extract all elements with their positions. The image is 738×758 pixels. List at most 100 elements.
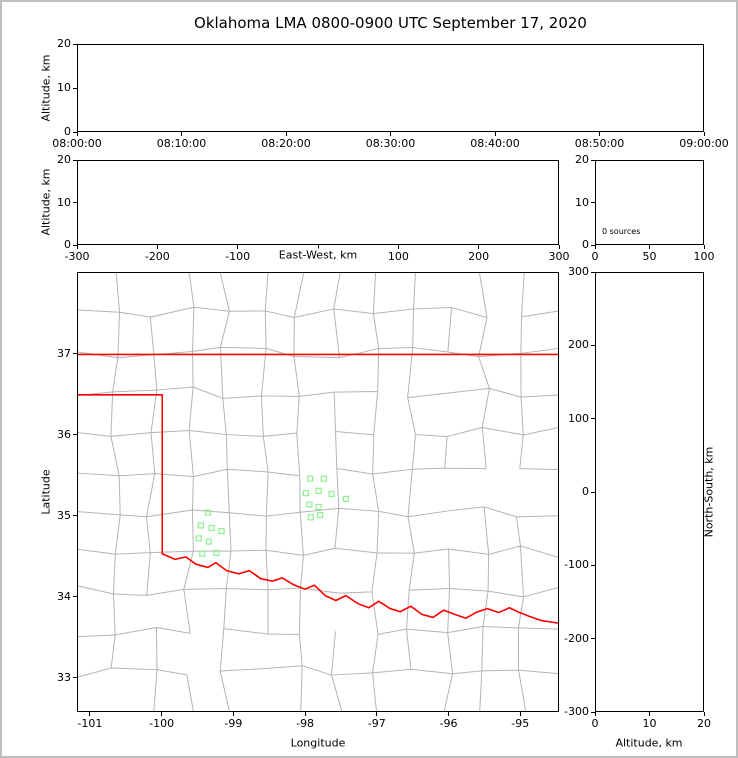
tick-mark (181, 132, 182, 136)
lma-source-marker (213, 549, 220, 557)
tick-label: -99 (224, 717, 243, 730)
tick-mark (478, 245, 480, 249)
tick-label: 0 (64, 238, 71, 251)
tick-mark (591, 271, 595, 273)
lma-source-marker (208, 524, 215, 532)
lma-source-marker (317, 511, 324, 519)
west-and-red-river-line (78, 394, 558, 624)
lma-source-marker (315, 487, 322, 494)
tick-mark (76, 132, 78, 136)
tick-label: 37 (57, 346, 71, 360)
tick-mark (397, 245, 399, 249)
tick-label: 10 (57, 195, 71, 209)
source-count-annotation: 0 sources (602, 227, 641, 236)
lma-sources-layer (195, 475, 349, 557)
tick-label: 20 (57, 153, 71, 166)
tick-mark (161, 712, 163, 716)
tick-mark (703, 712, 705, 716)
tick-label: 0 (591, 250, 599, 263)
tick-label: -200 (144, 250, 170, 263)
tick-label: -95 (511, 717, 530, 730)
tick-label: -300 (64, 250, 90, 263)
time-height-y-axis-label: Altitude, km (39, 54, 53, 122)
figure-title: Oklahoma LMA 0800-0900 UTC September 17,… (194, 14, 587, 32)
tick-label: 0 (582, 485, 589, 498)
tick-label: -100 (564, 558, 589, 572)
tick-mark (649, 245, 650, 249)
lma-source-marker (315, 503, 322, 511)
tick-mark (76, 245, 78, 249)
tick-label: 08:10:00 (156, 137, 207, 150)
tick-label: 0 (582, 238, 589, 251)
tick-label: 08:50:00 (574, 137, 625, 150)
source-histogram-panel: 0 sources (595, 160, 704, 245)
tick-label: 34 (57, 589, 71, 603)
tick-mark (591, 491, 595, 493)
tick-label: 20 (697, 717, 711, 730)
tick-mark (519, 712, 521, 716)
tick-label: 300 (568, 265, 589, 278)
north-south-axis-label: North-South, km (702, 446, 716, 538)
tick-label: 100 (568, 411, 589, 425)
lma-source-marker (199, 550, 206, 557)
lma-source-marker (205, 538, 212, 545)
lma-source-marker (302, 490, 309, 497)
tick-mark (591, 344, 595, 346)
time-height-panel (77, 44, 704, 132)
tick-mark (285, 132, 287, 136)
latitude-axis-label: Latitude (39, 469, 53, 515)
tick-mark (558, 245, 560, 249)
tick-mark (448, 712, 450, 716)
tick-mark (376, 712, 378, 716)
tick-mark (649, 712, 650, 716)
tick-mark (591, 202, 595, 203)
tick-label: 08:20:00 (261, 137, 311, 150)
tick-label: 20 (575, 153, 589, 166)
tick-mark (594, 712, 596, 716)
tick-label: 33 (57, 670, 71, 684)
tick-mark (232, 712, 234, 716)
east-west-height-panel (77, 160, 559, 245)
tick-mark (73, 515, 77, 517)
lma-source-marker (307, 514, 314, 521)
tick-label: -300 (564, 705, 589, 718)
lma-source-marker (204, 509, 212, 516)
tick-mark (73, 159, 77, 161)
lma-source-marker (197, 522, 204, 529)
state-boundary-layer (78, 353, 558, 624)
tick-mark (237, 245, 239, 249)
tick-mark (703, 132, 705, 136)
east-west-axis-label: East-West, km (275, 248, 361, 262)
tick-label: 200 (468, 250, 490, 263)
tick-label: 36 (57, 427, 71, 441)
tick-mark (317, 245, 319, 249)
lma-source-marker (218, 528, 225, 535)
tick-label: -98 (296, 717, 315, 730)
county-boundaries-layer (78, 273, 558, 711)
ns-altitude-axis-label: Altitude, km (615, 736, 683, 750)
tick-mark (594, 245, 596, 249)
tick-label: 10 (575, 195, 589, 209)
tick-label: 100 (693, 250, 715, 263)
tick-mark (73, 87, 77, 89)
tick-mark (73, 596, 77, 598)
tick-label: 0 (591, 717, 599, 730)
plan-view-map-panel (77, 272, 559, 712)
lma-source-marker (195, 535, 202, 542)
tick-label: 200 (568, 338, 589, 352)
tick-label: 20 (57, 37, 71, 50)
tick-mark (591, 638, 595, 640)
tick-mark (591, 564, 595, 566)
tick-label: -100 (225, 250, 251, 263)
lma-source-marker (328, 490, 335, 498)
tick-mark (73, 43, 77, 45)
tick-label: -101 (77, 717, 103, 730)
county-lines (78, 273, 558, 711)
tick-label: 0 (64, 125, 71, 138)
tick-label: 50 (642, 250, 657, 263)
tick-mark (304, 712, 306, 716)
tick-mark (591, 711, 595, 713)
tick-label: 10 (642, 717, 657, 730)
ew-height-y-axis-label: Altitude, km (39, 168, 53, 236)
